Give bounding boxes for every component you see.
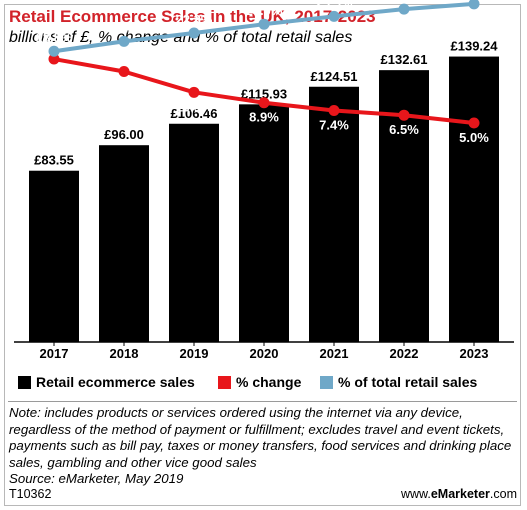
change-label-2017: 17.3% xyxy=(36,66,73,81)
chart-plot: £83.55 £96.00 £106.46 £115.93 £124.51 £132.61… xyxy=(14,0,514,361)
x-tick-label-2020: 2020 xyxy=(250,346,279,361)
legend-item-sales: Retail ecommerce sales xyxy=(18,374,195,390)
x-tick-label-2022: 2022 xyxy=(390,346,419,361)
change-point-2023 xyxy=(468,117,480,129)
share-label-2019: 22.3% xyxy=(176,12,213,27)
change-point-2019 xyxy=(188,86,200,98)
legend-swatch-change xyxy=(218,375,231,389)
brand-prefix: www. xyxy=(400,487,431,501)
x-tick-label-2018: 2018 xyxy=(110,346,139,361)
source-text: Source: eMarketer, May 2019 xyxy=(9,471,184,487)
share-label-2022: 26.9% xyxy=(386,0,423,3)
x-tick-label-2019: 2019 xyxy=(180,346,209,361)
share-point-2019 xyxy=(188,27,200,39)
change-point-2022 xyxy=(398,109,410,121)
bar-label-2021: £124.51 xyxy=(311,69,358,84)
change-label-2019: 10.9% xyxy=(176,99,213,114)
change-point-2018 xyxy=(118,66,130,78)
chart-note: Note: includes products or services orde… xyxy=(9,405,515,488)
share-point-2021 xyxy=(328,10,340,22)
legend-item-change: % change xyxy=(218,374,301,390)
x-tick-label-2023: 2023 xyxy=(460,346,489,361)
change-point-2020 xyxy=(258,97,270,109)
share-label-2017: 18.8% xyxy=(36,30,73,45)
change-point-2017 xyxy=(48,53,60,65)
bar-2019 xyxy=(169,123,219,342)
share-label-2020: 24.0% xyxy=(246,3,283,18)
change-label-2023: 5.0% xyxy=(459,130,489,145)
note-divider xyxy=(8,401,517,402)
legend-swatch-share xyxy=(320,375,333,389)
bar-2018 xyxy=(99,145,149,342)
legend-label-sales: Retail ecommerce sales xyxy=(36,374,195,390)
bar-2023 xyxy=(449,56,499,343)
chart-frame xyxy=(4,4,521,506)
change-label-2021: 7.4% xyxy=(319,118,349,133)
share-point-2017 xyxy=(48,45,60,57)
bar-label-2020: £115.93 xyxy=(241,86,287,101)
share-point-2018 xyxy=(118,35,130,47)
share-label-2021: 25.5% xyxy=(316,0,353,10)
legend-label-share: % of total retail sales xyxy=(338,374,478,390)
share-point-2020 xyxy=(258,18,270,30)
share-point-2023 xyxy=(468,0,480,10)
share-point-2022 xyxy=(398,3,410,15)
brand-link[interactable]: www.eMarketer.com xyxy=(401,487,517,501)
brand-suffix: .com xyxy=(489,487,517,501)
bar-2020 xyxy=(239,104,289,342)
change-label-2022: 6.5% xyxy=(389,122,419,137)
x-tick-label-2021: 2021 xyxy=(320,346,349,361)
change-point-2021 xyxy=(328,105,340,117)
bar-label-2019: £106.46 xyxy=(171,106,218,121)
bar-2017 xyxy=(29,170,79,342)
chart-legend: Retail ecommerce sales % change % of tot… xyxy=(14,374,514,392)
share-label-2018: 20.7% xyxy=(106,20,143,35)
brand-name: eMarketer xyxy=(430,487,490,501)
legend-label-change: % change xyxy=(236,374,302,390)
bar-label-2018: £96.00 xyxy=(104,127,144,142)
legend-swatch-sales xyxy=(18,375,31,389)
change-label-2020: 8.9% xyxy=(249,110,279,125)
chart-code: T10362 xyxy=(9,487,52,501)
note-text: Note: includes products or services orde… xyxy=(9,405,512,470)
bar-label-2017: £83.55 xyxy=(34,153,74,168)
bar-label-2023: £139.24 xyxy=(451,39,499,54)
chart-subtitle: billions of £, % change and % of total r… xyxy=(9,29,353,46)
change-label-2018: 14.9% xyxy=(106,79,143,94)
x-tick-label-2017: 2017 xyxy=(40,346,69,361)
bar-label-2022: £132.61 xyxy=(381,52,428,67)
legend-item-share: % of total retail sales xyxy=(320,374,477,390)
bar-2021 xyxy=(309,86,359,342)
